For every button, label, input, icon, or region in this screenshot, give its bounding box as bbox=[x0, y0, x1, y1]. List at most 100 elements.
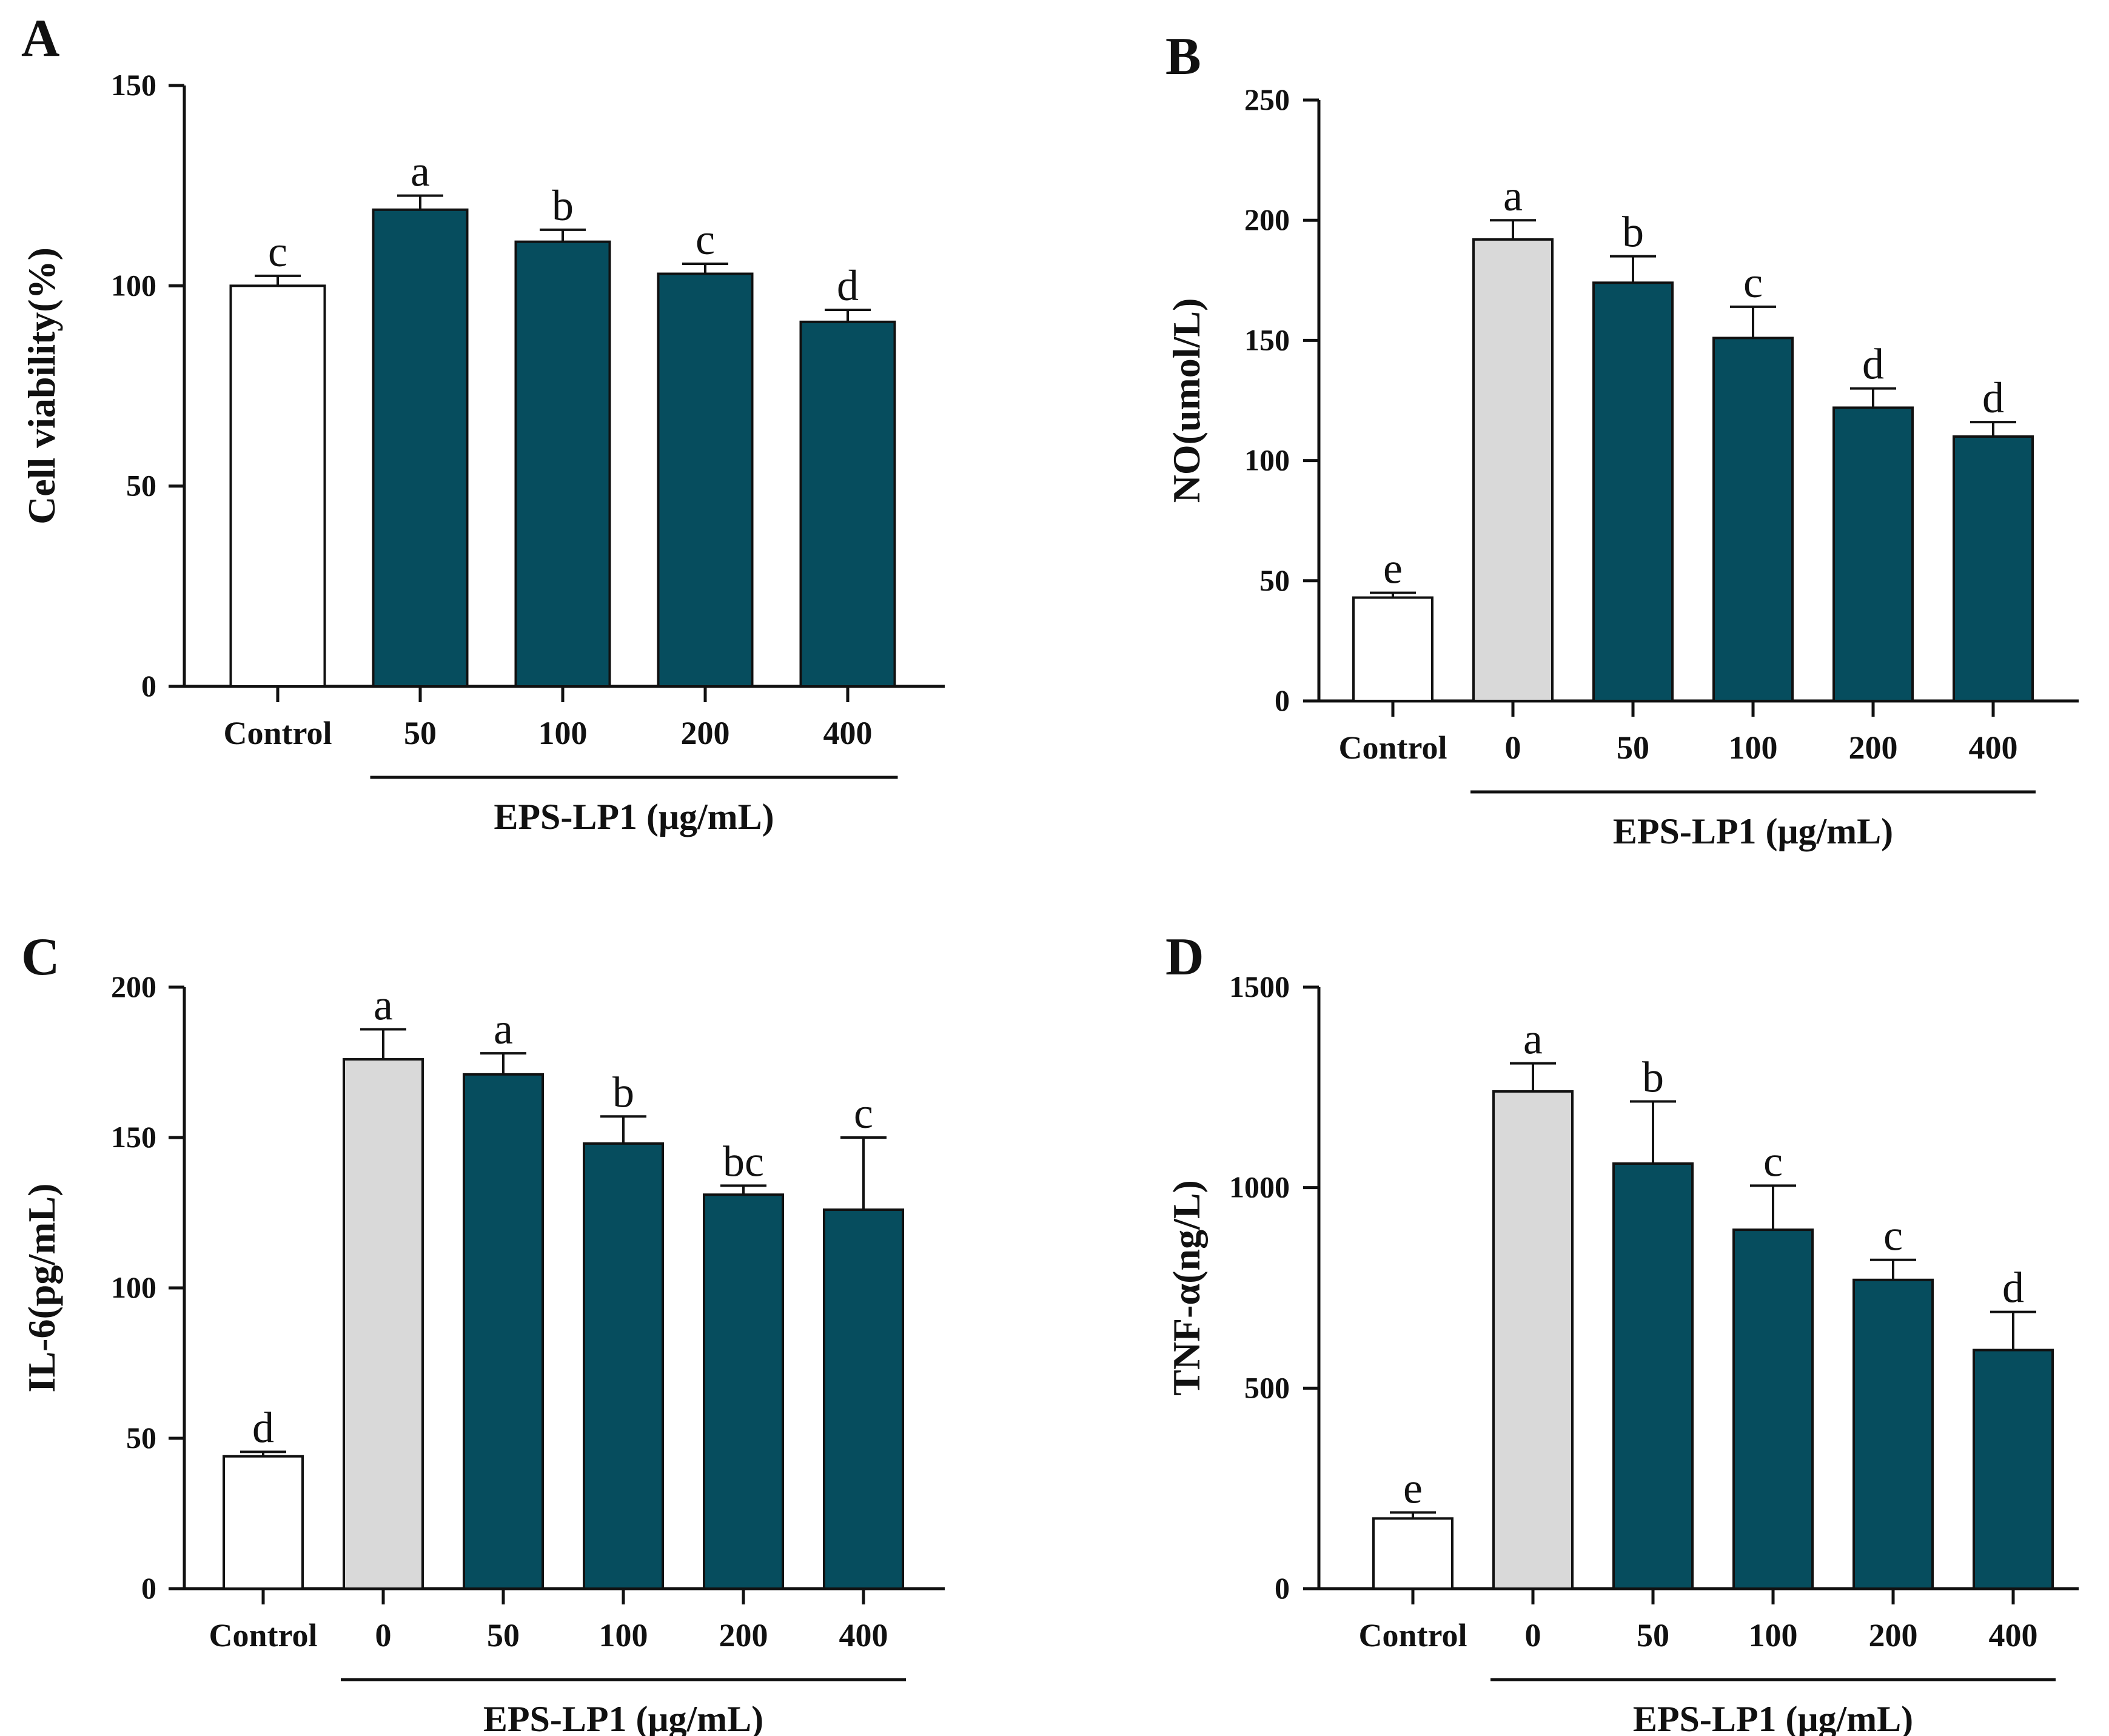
x-tick-label: 50 bbox=[487, 1617, 520, 1654]
significance-letter: d bbox=[1862, 340, 1884, 389]
significance-letter: b bbox=[612, 1068, 634, 1116]
x-tick-label: Control bbox=[223, 715, 332, 751]
bar-control bbox=[1352, 596, 1433, 702]
x-tick-label: 100 bbox=[538, 715, 588, 751]
bar-50 bbox=[1592, 281, 1674, 703]
chart-panel-b: B 0 50 100 150 200 250 NO(umol/L) e Control a 0 b 50 c… bbox=[1165, 27, 2079, 851]
x-tick-label: 400 bbox=[1969, 729, 2018, 766]
significance-letter: c bbox=[268, 227, 287, 276]
panel-label: C bbox=[21, 928, 60, 987]
significance-letter: d bbox=[1982, 374, 2004, 422]
x-group-label: EPS-LP1 (μg/mL) bbox=[494, 797, 774, 837]
significance-letter: c bbox=[1743, 258, 1763, 307]
significance-letter: b bbox=[1622, 208, 1644, 256]
y-tick-label: 100 bbox=[1244, 443, 1290, 477]
bar-control bbox=[223, 1455, 304, 1590]
y-tick-label: 1000 bbox=[1229, 1170, 1290, 1204]
bar-400 bbox=[1953, 435, 2034, 703]
significance-letter: c bbox=[854, 1089, 873, 1138]
x-tick-label: 200 bbox=[1869, 1617, 1918, 1654]
significance-letter: b bbox=[552, 181, 574, 230]
panel-label: A bbox=[21, 9, 60, 68]
significance-letter: d bbox=[252, 1403, 274, 1452]
y-axis-label: IL-6(pg/mL) bbox=[20, 1184, 63, 1393]
x-tick-label: 50 bbox=[1637, 1617, 1669, 1654]
x-tick-label: 400 bbox=[839, 1617, 888, 1654]
bar-control bbox=[1372, 1517, 1454, 1590]
y-tick-label: 150 bbox=[111, 68, 156, 102]
bar-200 bbox=[1832, 406, 1914, 703]
significance-letter: c bbox=[1763, 1137, 1783, 1185]
x-tick-label: 50 bbox=[404, 715, 437, 751]
y-tick-label: 1500 bbox=[1229, 970, 1290, 1004]
y-axis-label: TNF-α(ng/L) bbox=[1165, 1180, 1208, 1396]
y-tick-label: 50 bbox=[1259, 563, 1290, 597]
significance-letter: c bbox=[696, 215, 715, 264]
y-tick-label: 150 bbox=[1244, 323, 1290, 357]
y-tick-label: 0 bbox=[1275, 1571, 1290, 1605]
chart-panel-a: A 0 50 100 150 Cell viability(%) c Control a 50 b 1… bbox=[20, 9, 945, 837]
x-tick-label: Control bbox=[1338, 729, 1447, 766]
bar-200 bbox=[1853, 1278, 1934, 1590]
panel-label: B bbox=[1165, 27, 1201, 86]
bar-400 bbox=[1973, 1349, 2054, 1590]
bar-100 bbox=[1732, 1228, 1814, 1590]
chart-panel-d: D 0 500 1000 1500 TNF-α(ng/L) e Control a 0 b 50 c 10… bbox=[1165, 928, 2079, 1736]
bar-0 bbox=[343, 1058, 424, 1590]
significance-letter: d bbox=[2002, 1264, 2024, 1312]
significance-letter: a bbox=[411, 147, 430, 196]
x-tick-label: Control bbox=[209, 1617, 317, 1654]
significance-letter: a bbox=[1503, 172, 1523, 220]
significance-letter: e bbox=[1403, 1464, 1423, 1512]
y-tick-label: 200 bbox=[111, 970, 156, 1004]
x-tick-label: 100 bbox=[1749, 1617, 1798, 1654]
x-tick-label: 0 bbox=[1525, 1617, 1541, 1654]
significance-letter: e bbox=[1383, 545, 1403, 593]
x-tick-label: 0 bbox=[375, 1617, 392, 1654]
y-tick-label: 250 bbox=[1244, 82, 1290, 116]
y-tick-label: 100 bbox=[111, 1270, 156, 1304]
y-tick-label: 50 bbox=[126, 1421, 156, 1455]
bar-50 bbox=[372, 208, 469, 688]
significance-letter: bc bbox=[723, 1137, 764, 1185]
bar-400 bbox=[823, 1208, 904, 1590]
x-tick-label: 100 bbox=[599, 1617, 648, 1654]
x-tick-label: Control bbox=[1358, 1617, 1467, 1654]
y-tick-label: 500 bbox=[1244, 1370, 1290, 1404]
bar-50 bbox=[463, 1073, 544, 1590]
x-tick-label: 200 bbox=[719, 1617, 768, 1654]
x-tick-label: 50 bbox=[1617, 729, 1649, 766]
bar-100 bbox=[514, 240, 611, 688]
bar-100 bbox=[1712, 337, 1794, 702]
bar-400 bbox=[799, 320, 896, 688]
bar-0 bbox=[1472, 238, 1554, 702]
y-axis-label: NO(umol/L) bbox=[1165, 298, 1208, 503]
panel-label: D bbox=[1165, 928, 1204, 987]
bar-200 bbox=[657, 272, 754, 688]
y-tick-label: 200 bbox=[1244, 203, 1290, 236]
x-tick-label: 0 bbox=[1505, 729, 1521, 766]
x-group-label: EPS-LP1 (μg/mL) bbox=[1633, 1699, 1913, 1736]
y-tick-label: 100 bbox=[111, 268, 156, 302]
chart-panel-c: C 0 50 100 150 200 IL-6(pg/mL) d Control a 0 a 50 b 10… bbox=[20, 928, 945, 1736]
significance-letter: a bbox=[494, 1005, 513, 1053]
significance-letter: b bbox=[1642, 1053, 1664, 1101]
x-tick-label: 100 bbox=[1729, 729, 1778, 766]
significance-letter: a bbox=[1523, 1015, 1543, 1064]
significance-letter: a bbox=[374, 980, 393, 1029]
significance-letter: c bbox=[1883, 1212, 1903, 1260]
y-tick-label: 50 bbox=[126, 469, 156, 503]
bar-0 bbox=[1492, 1090, 1574, 1590]
bar-50 bbox=[1612, 1162, 1694, 1590]
x-tick-label: 400 bbox=[823, 715, 873, 751]
y-tick-label: 0 bbox=[1275, 683, 1290, 717]
significance-letter: d bbox=[837, 261, 859, 310]
bar-200 bbox=[703, 1193, 784, 1590]
y-tick-label: 0 bbox=[141, 1571, 156, 1605]
x-tick-label: 400 bbox=[1989, 1617, 2038, 1654]
bar-100 bbox=[583, 1142, 664, 1590]
x-group-label: EPS-LP1 (μg/mL) bbox=[1613, 811, 1893, 851]
bar-control bbox=[229, 284, 326, 688]
x-tick-label: 200 bbox=[681, 715, 730, 751]
